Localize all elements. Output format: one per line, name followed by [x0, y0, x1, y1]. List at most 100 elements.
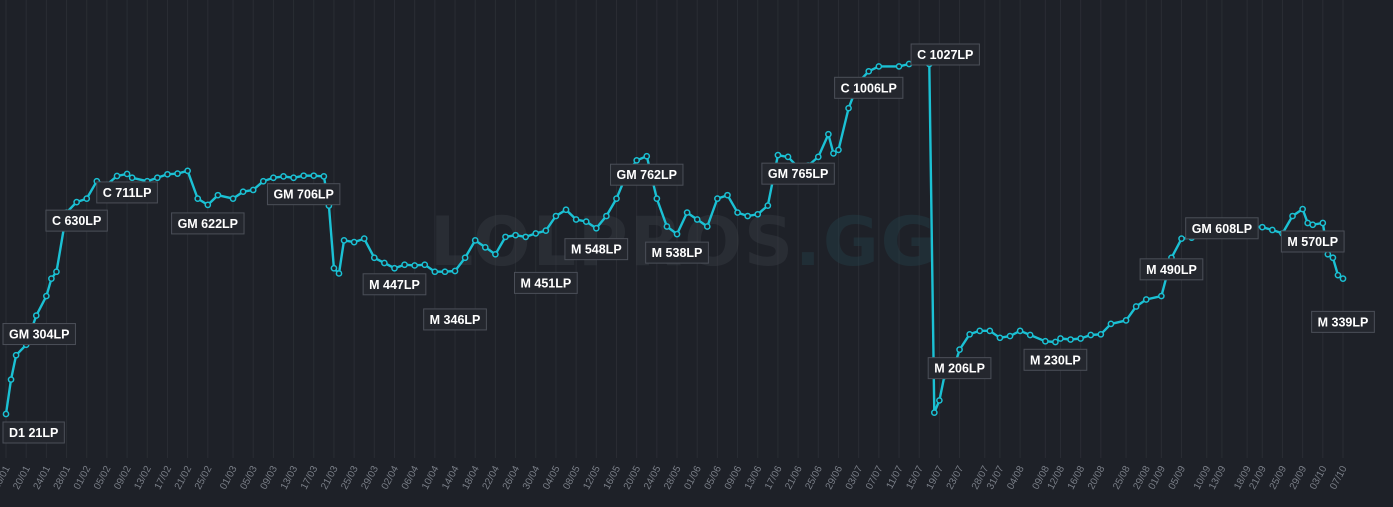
- x-tick-label: 03/10: [1308, 464, 1330, 492]
- data-point: [966, 330, 973, 338]
- data-point: [1057, 335, 1064, 342]
- data-point: [214, 191, 222, 199]
- data-point: [1041, 337, 1049, 345]
- annotation-box: [266, 183, 341, 206]
- annotation-box: [834, 76, 904, 99]
- annotation-label: M 206LP: [927, 357, 992, 380]
- annotation-text: M 490LP: [1146, 263, 1197, 277]
- annotation-label: C 630LP: [45, 209, 108, 232]
- annotation-label: M 447LP: [362, 273, 427, 296]
- data-point: [734, 209, 741, 216]
- data-point: [280, 173, 287, 180]
- annotation-text: M 339LP: [1318, 315, 1369, 329]
- data-point: [204, 201, 212, 209]
- data-point: [1006, 332, 1014, 340]
- data-point: [663, 223, 671, 230]
- data-point: [930, 409, 938, 416]
- x-tick-label: 25/02: [193, 464, 215, 492]
- data-point: [502, 233, 509, 241]
- data-point: [562, 206, 570, 214]
- annotation-label: M 570LP: [1280, 230, 1345, 253]
- data-point: [683, 209, 691, 216]
- data-point: [1269, 226, 1276, 234]
- data-point: [300, 172, 308, 180]
- x-tick-label: 13/03: [279, 464, 301, 492]
- x-tick-label: 01/02: [72, 464, 94, 492]
- data-point: [411, 262, 419, 269]
- x-tick-label: 09/03: [259, 464, 281, 492]
- data-point: [814, 153, 822, 161]
- data-point: [471, 237, 479, 244]
- data-point: [290, 174, 297, 182]
- data-point: [7, 376, 15, 383]
- data-point: [330, 264, 338, 272]
- grid-layer: [5, 0, 1344, 458]
- x-tick-label: 23/07: [945, 464, 967, 492]
- x-tick-label: 21/03: [319, 464, 341, 492]
- annotation-text: M 346LP: [430, 313, 481, 327]
- x-tick-label: 25/06: [803, 464, 825, 492]
- data-point: [1319, 219, 1327, 227]
- annotation-text: D1 21LP: [9, 426, 58, 440]
- data-point: [1329, 254, 1337, 262]
- data-point: [1052, 338, 1059, 346]
- x-tick-label: 11/07: [885, 464, 906, 491]
- data-point: [956, 346, 963, 353]
- annotation-box: [513, 271, 578, 294]
- data-point: [451, 267, 459, 275]
- annotation-box: [1023, 348, 1088, 371]
- x-tick-label: 05/03: [238, 464, 260, 492]
- annotation-label: GM 762LP: [610, 163, 684, 186]
- x-tick-label: 16/01: [0, 464, 13, 492]
- annotation-box: [1185, 217, 1259, 240]
- data-point: [1289, 212, 1296, 220]
- data-point: [310, 172, 318, 180]
- annotation-label: M 451LP: [513, 271, 578, 294]
- data-point: [360, 235, 368, 243]
- data-point: [784, 153, 792, 161]
- data-point: [32, 312, 40, 319]
- data-point: [1309, 221, 1317, 229]
- data-point: [401, 261, 408, 269]
- data-point: [1334, 271, 1342, 279]
- x-tick-label: 21/02: [173, 464, 195, 492]
- data-point: [1132, 303, 1140, 310]
- x-tick-label: 25/09: [1268, 464, 1290, 492]
- annotation-label: D1 21LP: [2, 421, 65, 444]
- data-point: [391, 264, 398, 272]
- x-tick-label: 17/06: [763, 464, 785, 492]
- x-tick-label: 22/04: [481, 464, 503, 492]
- data-point: [492, 250, 499, 258]
- annotation-text: C 711LP: [103, 186, 152, 200]
- x-tick-label: 28/01: [52, 464, 74, 492]
- data-point: [1067, 336, 1074, 343]
- data-point: [532, 230, 540, 237]
- annotation-label: M 346LP: [423, 308, 487, 331]
- data-point: [714, 195, 721, 202]
- data-point: [582, 218, 590, 225]
- data-point: [512, 231, 519, 239]
- x-tick-label: 09/02: [112, 464, 134, 492]
- data-point: [845, 104, 852, 112]
- annotation-label: M 490LP: [1139, 258, 1204, 281]
- data-point: [2, 410, 10, 418]
- x-tick-label: 05/02: [92, 464, 114, 492]
- annotation-box: [610, 163, 684, 186]
- data-point: [875, 63, 883, 70]
- x-tick-label: 20/05: [622, 464, 644, 492]
- annotation-box: [910, 43, 980, 66]
- x-tick-label: 24/01: [32, 464, 54, 492]
- annotation-text: M 548LP: [571, 243, 622, 257]
- x-tick-label: 19/07: [925, 464, 947, 492]
- data-point: [481, 243, 489, 251]
- data-point: [673, 230, 681, 238]
- annotation-text: C 1027LP: [917, 48, 973, 62]
- annotation-text: GM 706LP: [273, 188, 333, 202]
- data-point: [184, 167, 191, 175]
- data-point: [1158, 292, 1165, 300]
- data-point: [370, 254, 378, 262]
- data-point: [1097, 330, 1105, 338]
- x-tick-label: 13/02: [132, 464, 154, 492]
- annotation-text: M 570LP: [1287, 235, 1338, 249]
